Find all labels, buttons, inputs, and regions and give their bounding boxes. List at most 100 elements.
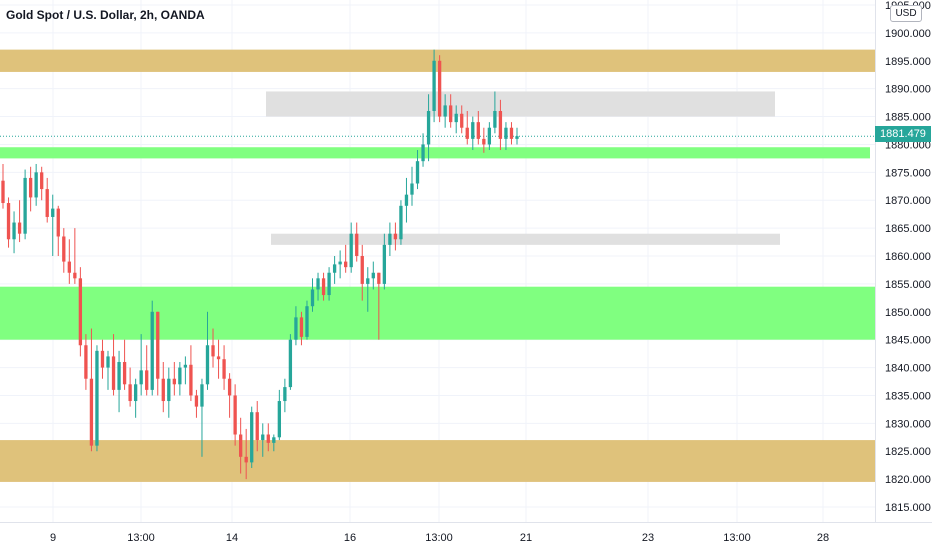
candle [299,311,304,346]
candle [493,91,497,134]
zone-green[interactable] [0,286,875,340]
candle-body [189,364,193,396]
candle [150,300,154,396]
candle-body [487,127,492,145]
time-tick-label: 23 [642,532,654,544]
currency-button[interactable]: USD [890,5,922,22]
candle-body [6,203,11,240]
candle [183,356,188,385]
candle-body [139,370,143,385]
candle [117,350,121,413]
candle [465,110,469,145]
price-tick-label: 1870.000 [885,195,931,207]
candle-body [62,236,66,262]
candle-body [404,194,409,206]
candle [316,272,320,301]
candle [244,428,248,480]
candle [404,177,409,223]
candle-body [172,378,176,385]
candle [426,94,431,162]
candle [133,378,138,418]
candle [344,244,348,273]
candle [62,228,66,273]
candle [321,272,326,301]
candle [437,55,442,123]
candle-body [78,278,83,346]
time-tick-label: 16 [344,532,356,544]
candle-body [360,256,364,284]
price-tick-label: 1845.000 [885,335,931,347]
candle-body [393,233,398,240]
candle-body [100,350,105,368]
candle [189,345,193,402]
candle-body [161,378,165,402]
candle-body [454,113,458,123]
candle-body [449,105,453,123]
zone-green[interactable] [0,147,870,159]
candle-body [17,222,22,234]
candle-body [205,345,210,385]
candle-body [183,364,188,368]
candle-body [388,233,392,245]
candle-body [421,144,425,162]
candle-body [460,113,464,128]
candle [111,334,116,396]
candle-body [305,306,309,337]
candle [89,328,94,452]
price-tick-label: 1820.000 [885,474,931,486]
zones [0,49,875,482]
candle-body [415,161,420,184]
zone-gray[interactable] [266,91,775,117]
candle-body [283,387,287,402]
price-tick-label: 1855.000 [885,279,931,291]
zone-gray[interactable] [271,233,780,245]
candle-body [1,180,5,204]
candle-body [261,434,265,441]
candle-body [355,233,359,257]
zone-gold[interactable] [0,440,875,482]
time-axis[interactable]: 9 13:00 14 16 13:00 21 23 13:00 28 [50,532,829,544]
candle [128,367,132,407]
candle-body [277,401,282,438]
candle-body [299,317,304,337]
candle-body [504,127,508,139]
candle [509,122,514,145]
candle-body [515,136,519,139]
zone-gold[interactable] [0,49,875,72]
candle [421,133,425,167]
candle-body [371,272,375,279]
price-axis[interactable]: 1905.0001900.0001895.0001890.0001885.000… [885,0,931,514]
candle-body [332,264,337,273]
candle [288,334,293,390]
price-tick-label: 1835.000 [885,390,931,402]
candle-body [498,110,503,139]
candle [393,222,398,251]
candle [67,239,71,284]
candle [178,361,182,396]
candle [360,244,364,301]
candle [56,205,60,257]
candle [216,339,221,379]
candle [255,401,259,452]
candle-body [432,60,436,111]
candle [498,99,503,151]
candle-body [294,317,298,340]
price-tick-label: 1890.000 [885,84,931,96]
candle-body [493,110,497,128]
candle [487,122,492,151]
time-tick-label: 13:00 [723,532,751,544]
candle-body [244,456,248,463]
candle [266,423,270,452]
candle-body [111,356,116,390]
candle [211,328,215,368]
price-tick-label: 1865.000 [885,223,931,235]
price-tick-label: 1885.000 [885,112,931,124]
candle [167,367,171,418]
candle [250,406,254,468]
time-tick-label: 14 [226,532,238,544]
candle [332,256,337,284]
candle [17,200,22,243]
candle [294,306,298,346]
candle [460,105,464,134]
